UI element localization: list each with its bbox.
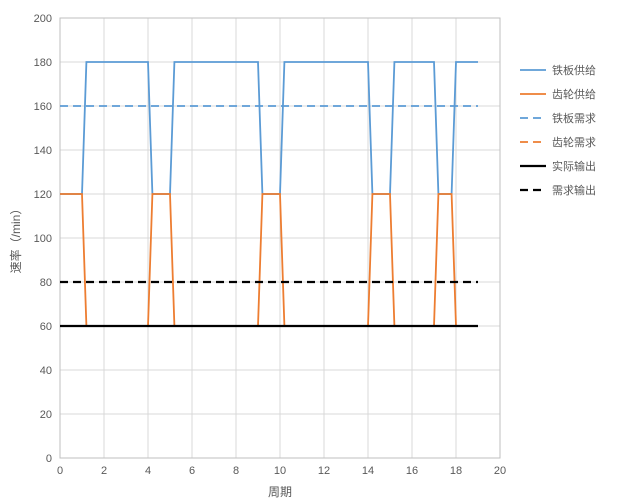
xaxis-label: 周期 xyxy=(268,485,292,499)
ytick-label: 160 xyxy=(34,101,52,113)
legend-label: 实际输出 xyxy=(552,159,596,173)
legend-label: 齿轮供给 xyxy=(552,87,596,101)
ytick-label: 120 xyxy=(34,189,52,201)
xtick-label: 8 xyxy=(233,465,239,477)
xtick-label: 10 xyxy=(274,465,286,477)
ytick-label: 140 xyxy=(34,145,52,157)
ytick-label: 80 xyxy=(40,277,52,289)
legend-label: 需求输出 xyxy=(552,183,596,197)
xtick-label: 20 xyxy=(494,465,506,477)
series-line xyxy=(60,194,478,326)
ytick-label: 0 xyxy=(46,453,52,465)
xtick-label: 2 xyxy=(101,465,107,477)
xtick-label: 0 xyxy=(57,465,63,477)
ytick-label: 20 xyxy=(40,409,52,421)
xtick-label: 18 xyxy=(450,465,462,477)
ytick-label: 100 xyxy=(34,233,52,245)
ytick-label: 200 xyxy=(34,13,52,25)
chart-svg: 0 20 40 60 80 100 120 140 160 180 200 0 2 4 6 8 10 12 14 16… xyxy=(0,0,622,504)
xtick-label: 4 xyxy=(145,465,151,477)
line-chart: 0 20 40 60 80 100 120 140 160 180 200 0 2 4 6 8 10 12 14 16… xyxy=(0,0,622,504)
legend-label: 铁板供给 xyxy=(552,63,596,77)
ytick-label: 180 xyxy=(34,57,52,69)
ytick-label: 60 xyxy=(40,321,52,333)
xtick-label: 12 xyxy=(318,465,330,477)
xtick-label: 16 xyxy=(406,465,418,477)
legend-label: 齿轮需求 xyxy=(552,135,596,149)
legend-label: 铁板需求 xyxy=(552,111,596,125)
series-line xyxy=(60,62,478,194)
xtick-label: 14 xyxy=(362,465,374,477)
xtick-label: 6 xyxy=(189,465,195,477)
ytick-label: 40 xyxy=(40,365,52,377)
yaxis-label: 速率（/min） xyxy=(8,203,23,274)
